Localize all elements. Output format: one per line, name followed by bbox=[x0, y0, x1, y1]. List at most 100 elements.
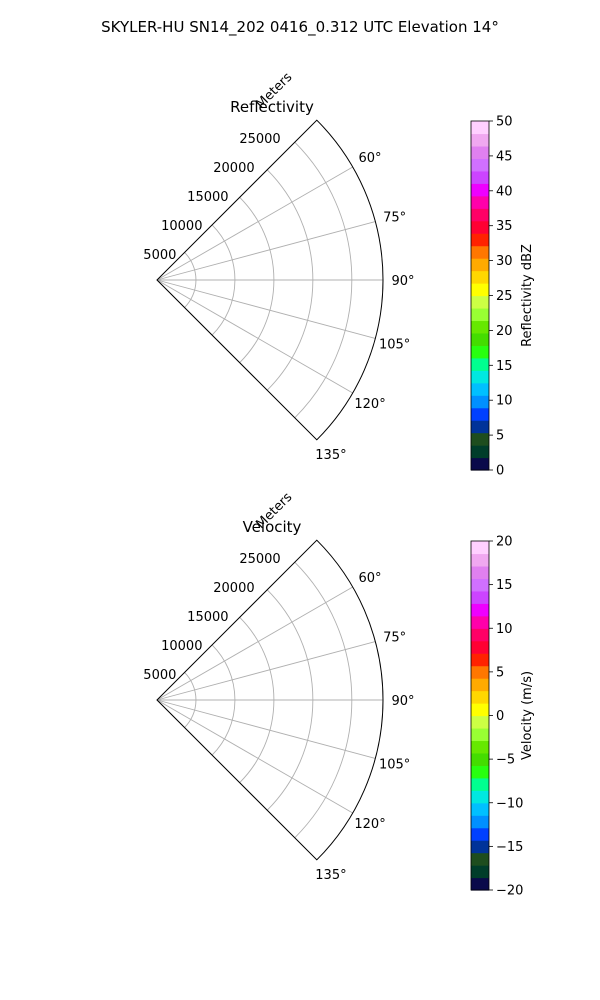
radar-cell bbox=[305, 267, 312, 273]
colorbar-swatch bbox=[471, 420, 489, 434]
colorbar-swatch bbox=[471, 865, 489, 879]
colorbar-swatch bbox=[471, 678, 489, 692]
colorbar-swatch bbox=[471, 195, 489, 209]
radar-cell bbox=[314, 678, 321, 684]
radar-cell bbox=[269, 282, 276, 287]
radar-cell bbox=[336, 289, 342, 295]
radar-cell bbox=[326, 279, 332, 285]
radar-cell bbox=[305, 287, 312, 293]
radar-cell bbox=[310, 271, 317, 277]
radar-cell bbox=[273, 712, 280, 717]
radar-cell bbox=[330, 685, 337, 692]
radar-cell bbox=[317, 225, 325, 233]
radar-cell bbox=[351, 704, 358, 711]
colorbar-swatch bbox=[471, 790, 489, 804]
radar-cell bbox=[341, 689, 348, 696]
radar-cell bbox=[336, 694, 343, 701]
radar-cell bbox=[341, 274, 348, 281]
radar-cell bbox=[254, 694, 260, 698]
colorbar-swatch bbox=[471, 432, 489, 446]
radar-cell bbox=[248, 692, 255, 696]
radar-cell bbox=[300, 691, 307, 697]
radar-cell bbox=[279, 273, 286, 277]
radar-cell bbox=[326, 275, 332, 281]
radar-cell bbox=[290, 283, 296, 288]
colorbar-swatch bbox=[471, 840, 489, 854]
radar-cell bbox=[310, 275, 317, 281]
colorbar-tick-label: 40 bbox=[496, 184, 513, 199]
radar-cell bbox=[305, 707, 312, 713]
radar-cell bbox=[340, 294, 347, 301]
radar-cell bbox=[243, 274, 250, 278]
radar-cell bbox=[356, 705, 363, 711]
radar-cell bbox=[321, 695, 327, 701]
colorbar-swatch bbox=[471, 245, 489, 259]
radar-cell bbox=[238, 695, 245, 699]
radar-cell bbox=[295, 692, 301, 697]
radar-cell bbox=[310, 291, 316, 297]
colorbar-swatch bbox=[471, 295, 489, 309]
radar-cell bbox=[304, 259, 311, 265]
radar-cell bbox=[300, 283, 307, 289]
radar-cell bbox=[325, 293, 332, 299]
azimuth-tick-label: 135° bbox=[315, 868, 346, 883]
radar-cell bbox=[238, 275, 245, 279]
azimuth-tick-label: 60° bbox=[359, 571, 382, 586]
radar-cell bbox=[331, 270, 337, 276]
radar-cell bbox=[299, 684, 306, 689]
reflectivity-colorbar: 0 5 10 15 20 25 30 35 40 45 50 Reflectivity dBZ bbox=[470, 115, 535, 479]
radar-cell bbox=[324, 297, 331, 304]
colorbar-swatch bbox=[471, 170, 489, 184]
velocity-colorbar: −20 −15 −10 −5 0 5 10 15 20 Velocity (m/s) bbox=[470, 535, 535, 899]
radar-cell bbox=[274, 279, 281, 284]
colorbar-swatch bbox=[471, 765, 489, 779]
colorbar-swatch bbox=[471, 852, 489, 866]
panel-title: Velocity bbox=[243, 518, 302, 536]
radar-cell bbox=[326, 270, 332, 276]
colorbar-swatch bbox=[471, 615, 489, 629]
radar-cell bbox=[310, 691, 317, 697]
azimuth-tick-label: 60° bbox=[359, 151, 382, 166]
radar-cell bbox=[310, 687, 317, 693]
radar-cell bbox=[305, 275, 312, 281]
radar-cell bbox=[269, 276, 276, 281]
radar-cell bbox=[300, 268, 306, 273]
radar-cell bbox=[295, 707, 301, 712]
colorbar-swatch bbox=[471, 752, 489, 766]
radar-cell bbox=[264, 693, 271, 698]
radar-cell bbox=[274, 266, 281, 271]
reflectivity-panel: 5000 10000 15000 20000 25000 60° 75° 90° 105° 120… bbox=[143, 70, 414, 463]
radar-cell bbox=[350, 258, 357, 265]
radar-cell bbox=[309, 258, 316, 265]
radar-cell bbox=[264, 273, 271, 278]
colorbar-swatch bbox=[471, 320, 489, 334]
radar-cell bbox=[299, 260, 306, 266]
radar-cell bbox=[324, 252, 331, 259]
radar-cell bbox=[335, 718, 342, 725]
radar-cell bbox=[357, 279, 363, 286]
radar-cell bbox=[320, 262, 327, 268]
colorbar-tick-label: −15 bbox=[496, 840, 523, 855]
azimuth-spoke bbox=[156, 279, 376, 339]
radar-cell bbox=[310, 711, 316, 717]
colorbar-swatch bbox=[471, 553, 489, 567]
radar-cell bbox=[316, 766, 324, 774]
radar-cell bbox=[259, 274, 266, 278]
radar-cell bbox=[259, 282, 266, 286]
radar-cell bbox=[281, 615, 289, 623]
radar-cell bbox=[351, 264, 358, 270]
radar-cell bbox=[254, 360, 262, 368]
colorbar-swatch bbox=[471, 565, 489, 579]
panel-title: Reflectivity bbox=[230, 98, 314, 116]
radar-cell bbox=[305, 271, 312, 277]
colorbar-swatch bbox=[471, 370, 489, 384]
range-tick-label: 20000 bbox=[213, 581, 254, 596]
colorbar-swatch bbox=[471, 703, 489, 717]
radar-cell bbox=[315, 288, 322, 294]
radar-cell bbox=[256, 195, 264, 203]
radar-cell bbox=[341, 699, 348, 706]
radar-cell bbox=[280, 696, 286, 701]
radar-cell bbox=[336, 284, 343, 290]
colorbar-swatch bbox=[471, 777, 489, 791]
radar-cell bbox=[279, 266, 286, 271]
